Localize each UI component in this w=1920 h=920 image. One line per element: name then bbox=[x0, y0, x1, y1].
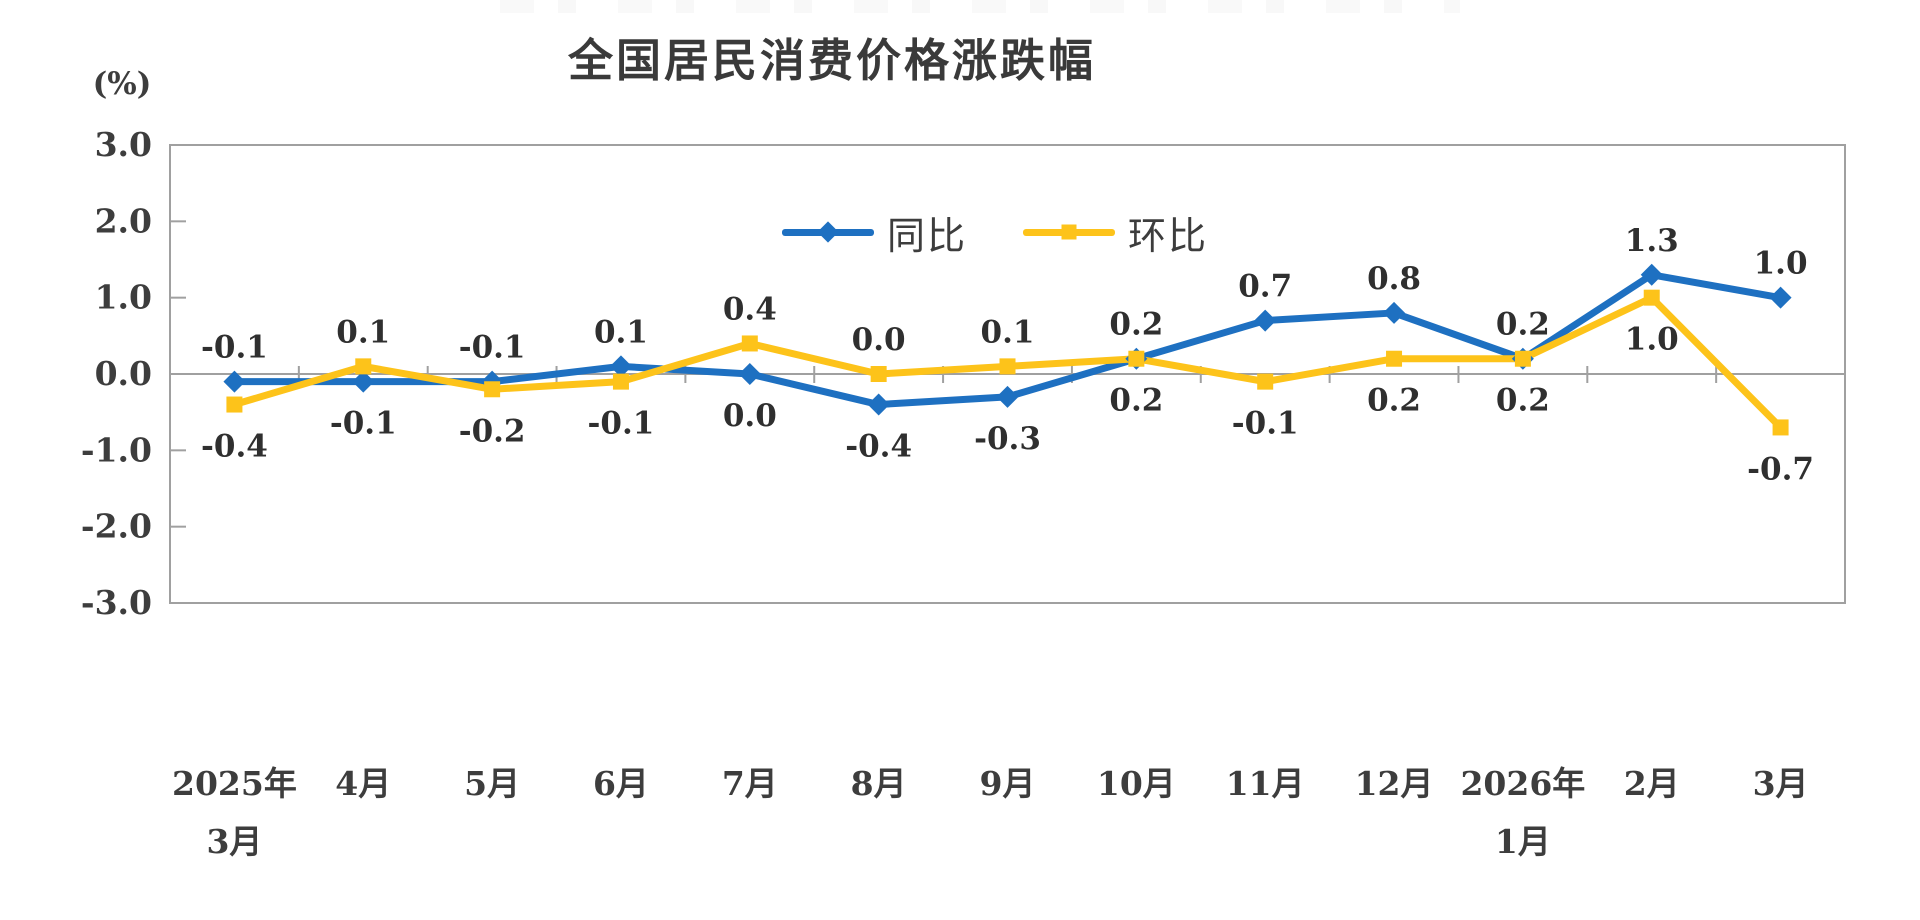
data-label: 0.4 bbox=[723, 291, 777, 327]
legend-line-huanbi bbox=[1023, 224, 1116, 240]
marker-square bbox=[484, 381, 501, 398]
marker-diamond bbox=[738, 363, 761, 385]
marker-diamond bbox=[867, 393, 890, 416]
data-label: -0.7 bbox=[1747, 451, 1814, 487]
marker-diamond bbox=[1769, 286, 1792, 309]
marker-diamond bbox=[352, 370, 375, 393]
data-label: -0.1 bbox=[330, 406, 397, 442]
marker-square bbox=[1643, 289, 1660, 306]
data-label: -0.1 bbox=[588, 406, 655, 442]
data-label: 1.3 bbox=[1625, 223, 1679, 259]
x-axis-label: 11月 bbox=[1226, 764, 1305, 803]
data-label: 0.0 bbox=[723, 398, 777, 434]
data-label: 0.0 bbox=[852, 322, 906, 358]
marker-square bbox=[1514, 350, 1531, 367]
y-tick-label: -2.0 bbox=[81, 507, 152, 546]
marker-diamond bbox=[1383, 301, 1406, 324]
legend-diamond-marker-icon bbox=[817, 221, 839, 243]
data-label: -0.1 bbox=[459, 330, 526, 366]
marker-square bbox=[1257, 373, 1274, 390]
data-label: 1.0 bbox=[1754, 246, 1808, 282]
legend-square-marker-icon bbox=[1061, 224, 1077, 240]
data-label: -0.4 bbox=[845, 429, 912, 465]
x-axis-label: 12月 bbox=[1355, 764, 1434, 803]
data-label: 0.2 bbox=[1496, 307, 1550, 343]
y-tick-label: -3.0 bbox=[81, 583, 152, 622]
legend-item-tongbi: 同比 bbox=[782, 205, 967, 260]
y-tick-label: -1.0 bbox=[81, 430, 152, 469]
data-label: 0.8 bbox=[1367, 261, 1421, 297]
data-label: -0.1 bbox=[201, 330, 268, 366]
data-label: 0.1 bbox=[336, 314, 390, 350]
x-axis-label: 10月 bbox=[1097, 764, 1176, 803]
data-label: 0.2 bbox=[1109, 383, 1163, 419]
legend-label-tongbi: 同比 bbox=[887, 213, 968, 258]
x-axis-label: 4月 bbox=[335, 764, 391, 803]
x-axis-label: 7月 bbox=[722, 764, 778, 803]
chart-title: 全国居民消费价格涨跌幅 bbox=[567, 34, 1096, 87]
marker-square bbox=[226, 396, 243, 413]
y-tick-label: 2.0 bbox=[95, 201, 152, 240]
marker-square bbox=[741, 335, 758, 352]
y-axis-unit-label: (%) bbox=[92, 66, 152, 102]
marker-square bbox=[1772, 419, 1789, 436]
x-axis-label: 2025年 3月 bbox=[172, 764, 297, 861]
marker-square bbox=[1128, 350, 1145, 367]
x-axis-label: 3月 bbox=[1753, 764, 1809, 803]
data-label: 0.2 bbox=[1109, 307, 1163, 343]
legend-item-huanbi: 环比 bbox=[1023, 205, 1208, 260]
data-label: 1.0 bbox=[1625, 322, 1679, 358]
marker-diamond bbox=[609, 355, 632, 378]
marker-square bbox=[999, 358, 1016, 375]
legend-line-tongbi bbox=[782, 221, 874, 243]
data-label: -0.2 bbox=[459, 413, 526, 449]
marker-diamond bbox=[1254, 309, 1277, 332]
marker-diamond bbox=[223, 370, 246, 393]
marker-diamond bbox=[1640, 263, 1663, 286]
y-tick-label: 1.0 bbox=[95, 278, 152, 317]
x-axis-label: 9月 bbox=[980, 764, 1036, 803]
y-tick-label: 0.0 bbox=[95, 354, 152, 393]
marker-square bbox=[355, 358, 372, 375]
data-label: -0.4 bbox=[201, 429, 268, 465]
data-label: 0.1 bbox=[594, 314, 648, 350]
data-label: -0.3 bbox=[974, 421, 1041, 457]
marker-square bbox=[612, 373, 629, 390]
data-label: 0.7 bbox=[1238, 269, 1292, 305]
data-label: 0.1 bbox=[981, 314, 1035, 350]
marker-diamond bbox=[996, 385, 1019, 408]
x-axis-label: 2月 bbox=[1624, 764, 1680, 803]
x-axis-label: 6月 bbox=[593, 764, 649, 803]
chart-legend: 同比 环比 bbox=[782, 210, 1208, 258]
y-tick-label: 3.0 bbox=[95, 125, 152, 164]
x-axis-label: 8月 bbox=[851, 764, 907, 803]
data-label: 0.2 bbox=[1367, 383, 1421, 419]
cropped-text-remnant bbox=[500, 0, 1460, 13]
marker-square bbox=[870, 366, 887, 382]
x-axis-label: 2026年 1月 bbox=[1460, 764, 1585, 861]
marker-square bbox=[1386, 350, 1403, 367]
x-axis-label: 5月 bbox=[464, 764, 520, 803]
data-label: 0.2 bbox=[1496, 383, 1550, 419]
data-label: -0.1 bbox=[1232, 406, 1299, 442]
legend-label-huanbi: 环比 bbox=[1128, 213, 1209, 258]
